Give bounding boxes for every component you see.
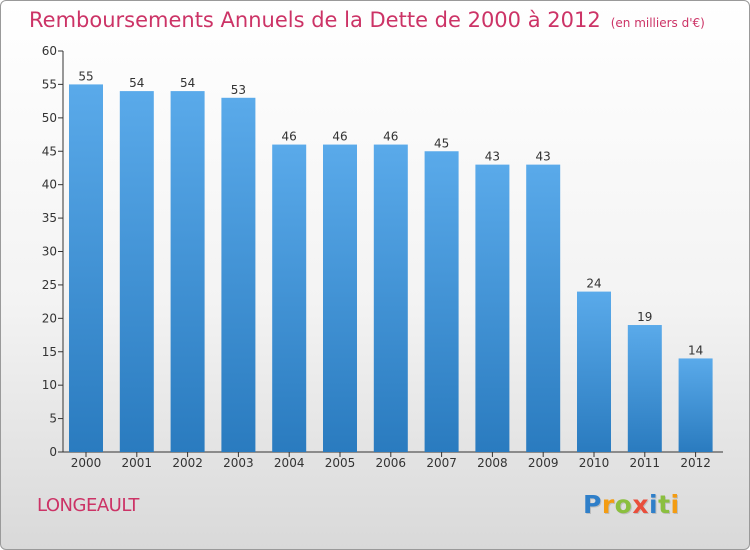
y-tick-label: 20 <box>42 311 57 325</box>
x-tick-label: 2010 <box>579 456 610 470</box>
logo-letter: x <box>632 490 649 519</box>
x-tick-label: 2003 <box>223 456 254 470</box>
bar-2002 <box>170 91 205 452</box>
x-tick-label: 2009 <box>528 456 559 470</box>
bar-value-label: 46 <box>383 130 398 144</box>
bars <box>69 84 713 453</box>
y-tick-label: 40 <box>42 178 57 192</box>
bar-2006 <box>373 144 408 453</box>
bar-value-label: 54 <box>180 76 195 90</box>
y-tick-label: 5 <box>49 412 57 426</box>
y-tick-label: 0 <box>49 445 57 459</box>
bar-value-label: 19 <box>637 310 652 324</box>
bar-2004 <box>272 144 307 453</box>
y-tick-label: 35 <box>42 211 57 225</box>
y-tick-label: 60 <box>42 44 57 58</box>
x-tick-label: 2008 <box>477 456 508 470</box>
bar-value-label: 43 <box>485 150 500 164</box>
bar-2009 <box>526 164 561 452</box>
y-tick-label: 55 <box>42 77 57 91</box>
x-tick-label: 2002 <box>172 456 203 470</box>
y-tick-label: 15 <box>42 345 57 359</box>
bar-2005 <box>323 144 357 453</box>
chart-title-text: Remboursements Annuels de la Dette de 20… <box>29 8 601 32</box>
y-tick-label: 50 <box>42 111 57 125</box>
x-tick-label: 2005 <box>325 456 356 470</box>
x-tick-label: 2000 <box>71 456 102 470</box>
x-tick-label: 2006 <box>376 456 407 470</box>
bar-value-labels: 55 54 54 53 46 46 46 45 43 43 24 19 14 <box>78 69 703 357</box>
x-tick-label: 2007 <box>426 456 457 470</box>
bar-2007 <box>424 151 459 452</box>
bar-value-label: 14 <box>688 343 703 357</box>
commune-name: LONGEAULT <box>37 495 139 516</box>
y-tick-label: 45 <box>42 144 57 158</box>
y-axis: 0 5 10 15 20 25 30 35 40 45 50 55 60 <box>42 44 64 459</box>
logo-letter: P <box>583 490 602 519</box>
bar-value-label: 46 <box>282 130 297 144</box>
logo-letter: o <box>614 490 633 519</box>
bar-value-label: 55 <box>78 69 93 83</box>
y-tick-label: 10 <box>42 378 57 392</box>
bar-value-label: 46 <box>332 130 347 144</box>
bar-value-label: 24 <box>586 277 601 291</box>
proxiti-logo[interactable]: Proxiti <box>583 490 680 519</box>
y-tick-label: 25 <box>42 278 57 292</box>
logo-letter: i <box>670 490 680 519</box>
bar-2008 <box>475 164 510 452</box>
bar-2001 <box>119 91 154 452</box>
bar-2010 <box>577 291 611 452</box>
x-axis: 2000 2001 2002 2003 2004 2005 2006 2007 2008 2009… <box>63 451 723 470</box>
chart-title: Remboursements Annuels de la Dette de 20… <box>29 8 705 32</box>
bar-2003 <box>221 97 256 453</box>
logo-letter: t <box>658 490 671 519</box>
logo-letter: r <box>601 490 615 519</box>
bar-2012 <box>678 358 713 452</box>
bar-2000 <box>69 84 103 453</box>
x-tick-label: 2012 <box>680 456 711 470</box>
y-tick-label: 30 <box>42 245 57 259</box>
chart-subtitle: (en milliers d'€) <box>610 16 705 30</box>
x-tick-label: 2004 <box>274 456 305 470</box>
bar-value-label: 54 <box>129 76 144 90</box>
logo-letter: i <box>649 490 659 519</box>
x-tick-label: 2011 <box>630 456 661 470</box>
x-tick-label: 2001 <box>122 456 153 470</box>
bar-value-label: 53 <box>231 83 246 97</box>
bar-2011 <box>627 325 662 452</box>
bar-value-label: 43 <box>536 150 551 164</box>
bar-value-label: 45 <box>434 136 449 150</box>
